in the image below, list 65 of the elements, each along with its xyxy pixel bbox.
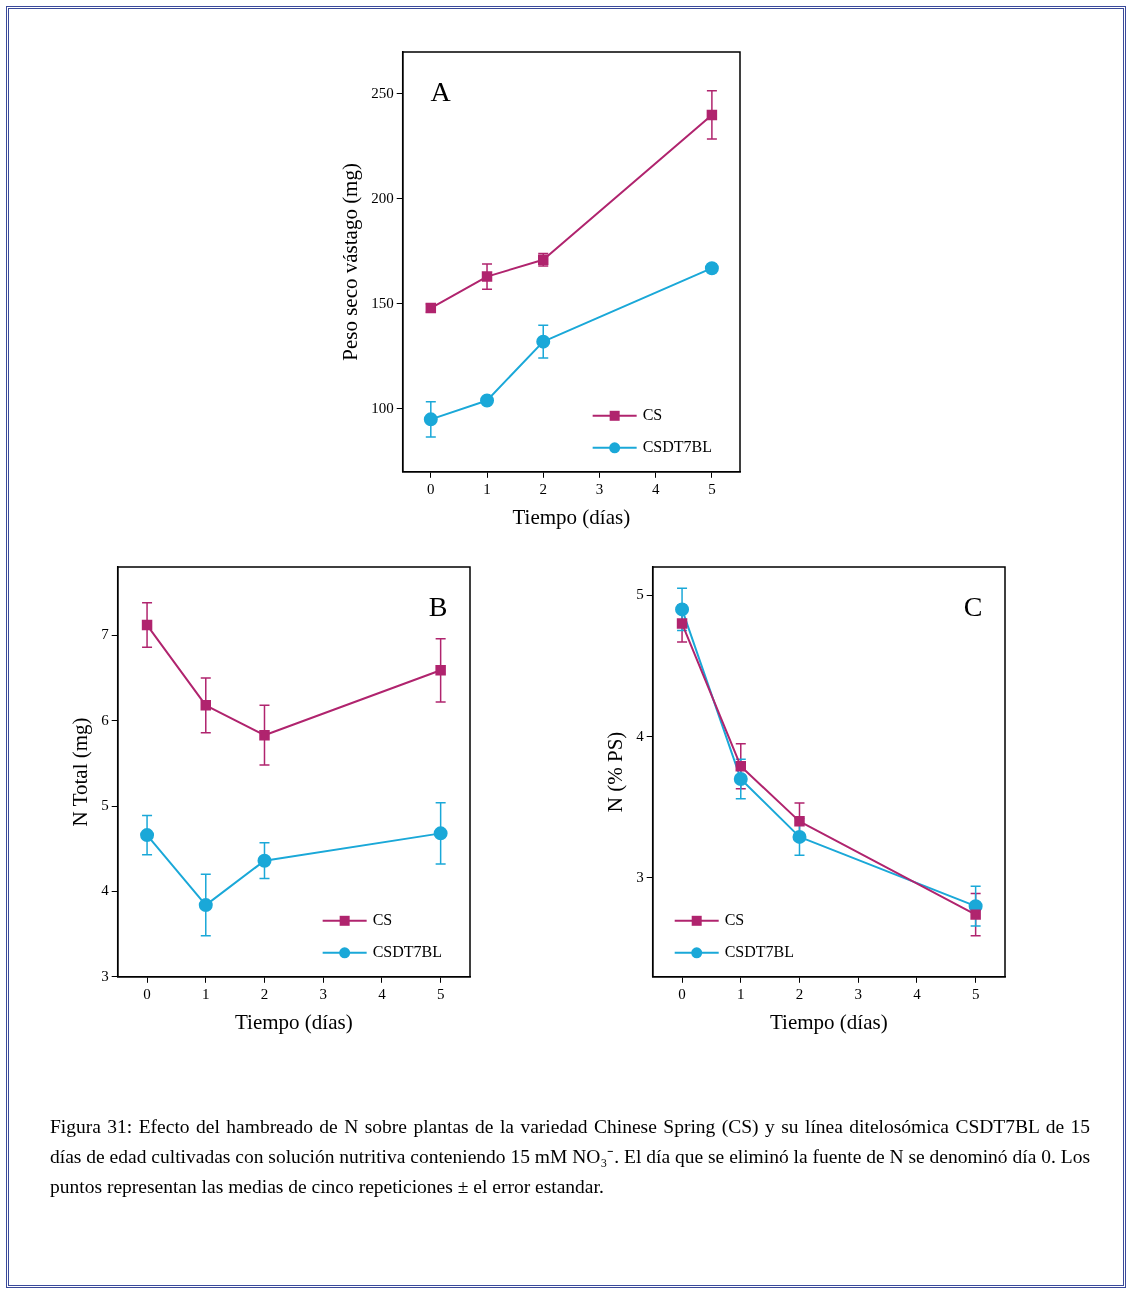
- x-tick-label: 2: [539, 480, 547, 497]
- legend-label: CSDT7BL: [372, 943, 442, 960]
- y-tick-label: 3: [101, 967, 109, 984]
- x-tick-label: 2: [260, 985, 269, 1002]
- x-axis-title: Tiempo (días): [770, 1009, 888, 1034]
- y-axis-title: N (% PS): [603, 731, 628, 813]
- x-tick-label: 5: [436, 985, 445, 1002]
- x-tick-label: 4: [651, 480, 660, 497]
- legend-label: CSDT7BL: [642, 438, 712, 455]
- y-axis-title: N Total (mg): [68, 717, 93, 827]
- x-tick-label: 1: [737, 985, 745, 1002]
- x-axis-title: Tiempo (días): [235, 1009, 353, 1034]
- y-tick-label: 7: [101, 626, 110, 643]
- point: [480, 393, 495, 408]
- legend-label: CSDT7BL: [724, 943, 795, 960]
- point: [433, 826, 448, 841]
- y-tick-label: 200: [371, 189, 394, 206]
- x-tick-label: 3: [319, 985, 327, 1002]
- y-tick-label: 250: [371, 84, 394, 101]
- text: Figura 31: Efecto del hambreado de N sobre plantas de la variedad Chinese Spring (CS) y su línea ditelosómica CSDT7BL de 15 días de edad cultivadas con solución nutritiva conteniendo 15 mM NO₃⁻. El día que se eliminó la fuente de N se denominó día 0. Los puntos representan las medias de cinco repeticiones ± el error estandar.: [50, 1115, 1090, 1199]
- x-tick-label: 1: [483, 480, 491, 497]
- text: C: [963, 591, 983, 623]
- legend-label: CS: [642, 406, 663, 423]
- x-tick-label: 5: [708, 480, 716, 497]
- x-tick-label: 3: [854, 985, 862, 1002]
- point: [536, 334, 551, 349]
- x-tick-label: 1: [202, 985, 210, 1002]
- point: [141, 619, 153, 631]
- x-tick-label: 4: [913, 985, 922, 1002]
- point: [435, 665, 446, 676]
- x-axis-title: Tiempo (días): [512, 504, 631, 529]
- point: [259, 729, 270, 741]
- point: [794, 816, 805, 827]
- point: [675, 602, 690, 617]
- y-tick-label: 150: [371, 294, 394, 311]
- point: [792, 829, 807, 844]
- x-tick-label: 2: [795, 985, 804, 1002]
- x-tick-label: 3: [595, 480, 604, 497]
- x-tick-label: 0: [427, 480, 435, 497]
- y-tick-label: 4: [636, 727, 645, 744]
- point: [198, 898, 213, 913]
- x-tick-label: 5: [971, 985, 980, 1002]
- point: [481, 271, 493, 282]
- legend-label: CS: [724, 911, 745, 928]
- y-tick-label: 3: [636, 868, 644, 885]
- x-tick-label: 0: [143, 985, 151, 1002]
- y-tick-label: 5: [636, 586, 644, 603]
- y-tick-label: 5: [101, 796, 109, 813]
- y-axis-title: Peso seco vástago (mg): [338, 163, 363, 361]
- y-tick-label: 4: [101, 882, 110, 899]
- point: [140, 828, 155, 843]
- x-tick-label: 0: [678, 985, 686, 1002]
- y-tick-label: 100: [371, 399, 394, 416]
- point: [706, 109, 718, 121]
- text: B: [428, 591, 448, 623]
- point: [733, 771, 748, 786]
- point: [200, 700, 212, 711]
- text: A: [430, 76, 452, 108]
- point: [676, 618, 688, 629]
- point: [423, 412, 438, 427]
- y-tick-label: 6: [101, 711, 110, 728]
- point: [735, 761, 747, 772]
- legend-label: CS: [372, 911, 393, 928]
- point: [257, 853, 272, 868]
- point: [970, 909, 981, 920]
